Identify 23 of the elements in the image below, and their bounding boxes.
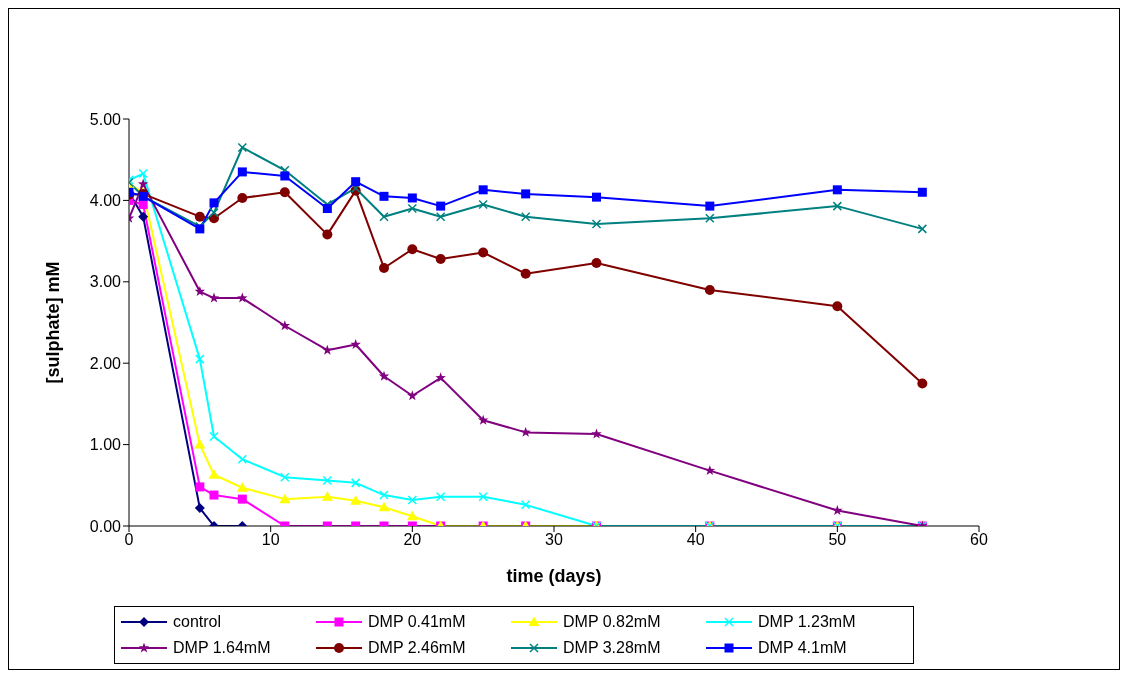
y-tick-label: 4.00 bbox=[89, 192, 122, 210]
legend-label: DMP 0.41mM bbox=[368, 613, 466, 631]
x-tick-label: 30 bbox=[545, 531, 563, 549]
y-tick-label: 1.00 bbox=[89, 436, 122, 454]
legend-label: DMP 1.23mM bbox=[758, 613, 856, 631]
y-tick-label: 5.00 bbox=[89, 110, 122, 128]
x-tick-label: 60 bbox=[970, 531, 988, 549]
y-tick-label: 3.00 bbox=[89, 273, 122, 291]
x-tick-label: 40 bbox=[686, 531, 705, 549]
legend-label: DMP 1.64mM bbox=[173, 639, 271, 657]
legend-label: control bbox=[173, 613, 222, 631]
y-axis-title: [sulphate] mM bbox=[43, 261, 64, 384]
x-axis-title: time (days) bbox=[506, 566, 602, 586]
legend-label: DMP 4.1mM bbox=[758, 639, 847, 657]
y-tick-label: 2.00 bbox=[89, 354, 122, 372]
legend-label: DMP 3.28mM bbox=[563, 639, 661, 657]
x-tick-label: 10 bbox=[261, 531, 280, 549]
legend-label: DMP 0.82mM bbox=[563, 613, 661, 631]
x-tick-label: 0 bbox=[124, 531, 134, 549]
y-tick-label: 0.00 bbox=[89, 517, 122, 535]
x-tick-label: 50 bbox=[828, 531, 847, 549]
legend-label: DMP 2.46mM bbox=[368, 639, 466, 657]
x-tick-label: 20 bbox=[403, 531, 422, 549]
